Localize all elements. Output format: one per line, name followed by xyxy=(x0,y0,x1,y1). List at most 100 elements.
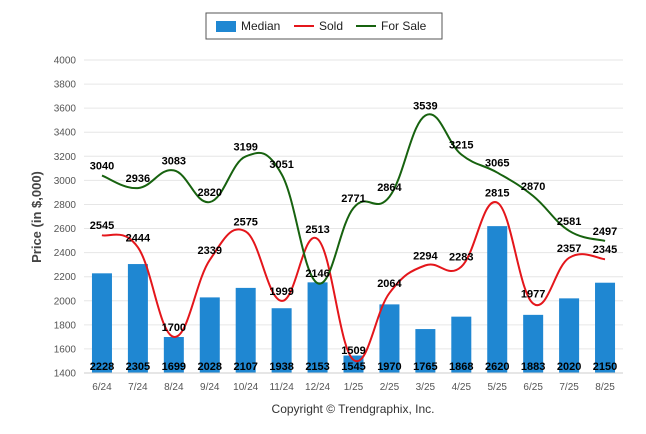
median-value-label: 2020 xyxy=(557,361,581,373)
x-tick-label: 3/25 xyxy=(416,382,436,393)
series-lines xyxy=(101,113,606,363)
for-sale-value-label: 2146 xyxy=(305,268,329,280)
for-sale-value-label: 2581 xyxy=(557,216,581,228)
median-value-label: 1938 xyxy=(269,361,293,373)
median-bar xyxy=(487,226,508,373)
sold-value-label: 2064 xyxy=(377,278,402,290)
sold-value-label: 2815 xyxy=(485,188,509,200)
data-labels: 2228 2305 1699 2028 2107 1938 2153 1545 1970 1765… xyxy=(90,100,618,373)
median-bar xyxy=(127,264,148,373)
for-sale-value-label: 2771 xyxy=(341,193,365,205)
sold-value-label: 2283 xyxy=(449,252,473,264)
sold-line xyxy=(101,201,606,363)
sold-value-label: 2444 xyxy=(126,232,151,244)
legend-sold-label: Sold xyxy=(319,19,343,33)
for-sale-value-label: 3040 xyxy=(90,161,114,173)
y-tick-label: 3800 xyxy=(54,80,77,91)
y-tick-label: 1400 xyxy=(54,369,77,380)
y-tick-label: 1600 xyxy=(54,344,77,355)
x-tick-label: 7/24 xyxy=(128,382,148,393)
y-tick-label: 3600 xyxy=(54,104,77,115)
legend-box xyxy=(205,12,443,40)
sold-value-label: 1700 xyxy=(162,322,186,334)
x-tick-label: 7/25 xyxy=(559,382,579,393)
y-tick-label: 2200 xyxy=(54,272,77,283)
y-tick-label: 1800 xyxy=(54,320,77,331)
y-tick-label: 2000 xyxy=(54,296,77,307)
median-bar xyxy=(199,297,220,373)
for-sale-value-label: 2864 xyxy=(377,182,402,194)
median-bar xyxy=(235,287,256,373)
y-tick-label: 2600 xyxy=(54,224,77,235)
median-value-label: 1883 xyxy=(521,361,545,373)
sold-value-label: 1977 xyxy=(521,289,545,301)
median-value-label: 1545 xyxy=(341,361,365,373)
for-sale-value-label: 3065 xyxy=(485,158,509,170)
y-tick-label: 2400 xyxy=(54,248,77,259)
median-value-label: 2153 xyxy=(305,361,329,373)
y-tick-label: 3000 xyxy=(54,176,77,187)
x-tick-label: 4/25 xyxy=(452,382,472,393)
median-bars xyxy=(91,226,616,373)
median-value-label: 1699 xyxy=(162,361,186,373)
sold-value-label: 2575 xyxy=(233,217,257,229)
median-value-label: 2228 xyxy=(90,361,114,373)
median-bar xyxy=(523,314,544,373)
x-tick-label: 2/25 xyxy=(380,382,400,393)
for-sale-value-label: 2936 xyxy=(126,173,150,185)
y-tick-label: 4000 xyxy=(54,56,77,67)
legend-median-label: Median xyxy=(241,19,280,33)
median-value-label: 1970 xyxy=(377,361,401,373)
x-tick-label: 11/24 xyxy=(269,382,294,393)
y-axis-label: Price (in $,000) xyxy=(29,171,44,263)
legend-median-swatch xyxy=(216,21,236,32)
median-bar xyxy=(91,273,112,373)
x-axis: 6/24 7/24 8/24 9/24 10/24 11/24 12/24 1/25 2/25 3… xyxy=(84,372,623,393)
sold-value-label: 2345 xyxy=(593,244,617,256)
median-value-label: 2620 xyxy=(485,361,509,373)
sold-value-label: 1509 xyxy=(341,345,365,357)
for-sale-value-label: 2870 xyxy=(521,181,545,193)
sold-value-label: 2545 xyxy=(90,220,114,232)
x-tick-label: 5/25 xyxy=(487,382,507,393)
grid-lines xyxy=(84,59,623,374)
sold-value-label: 2339 xyxy=(198,245,222,257)
median-bar xyxy=(451,316,472,373)
sold-value-label: 2294 xyxy=(413,250,438,262)
x-tick-label: 6/24 xyxy=(92,382,112,393)
for-sale-value-label: 2820 xyxy=(198,187,222,199)
legend-forsale-label: For Sale xyxy=(381,19,427,33)
for-sale-value-label: 3199 xyxy=(233,141,257,153)
median-bar xyxy=(307,282,328,373)
median-value-label: 2150 xyxy=(593,361,617,373)
median-bar xyxy=(379,304,400,373)
median-value-label: 2028 xyxy=(198,361,222,373)
median-bar xyxy=(415,329,436,373)
median-value-label: 1868 xyxy=(449,361,473,373)
x-tick-label: 8/25 xyxy=(595,382,615,393)
sold-value-label: 2513 xyxy=(305,224,329,236)
x-tick-label: 6/25 xyxy=(523,382,543,393)
x-tick-label: 10/24 xyxy=(233,382,258,393)
median-bar xyxy=(595,282,616,373)
x-tick-label: 9/24 xyxy=(200,382,220,393)
for-sale-value-label: 3083 xyxy=(162,155,186,167)
y-tick-label: 3200 xyxy=(54,152,77,163)
y-tick-label: 3400 xyxy=(54,128,77,139)
for-sale-value-label: 3051 xyxy=(269,159,293,171)
median-value-label: 1765 xyxy=(413,361,437,373)
x-tick-label: 8/24 xyxy=(164,382,184,393)
x-tick-label: 12/24 xyxy=(305,382,330,393)
y-tick-label: 2800 xyxy=(54,200,77,211)
median-bar xyxy=(559,298,580,373)
median-bar xyxy=(163,337,184,373)
sold-value-label: 2357 xyxy=(557,243,581,255)
sold-value-label: 1999 xyxy=(269,286,293,298)
legend: Median Sold For Sale xyxy=(205,12,443,40)
for-sale-value-label: 3539 xyxy=(413,100,437,112)
for-sale-value-label: 3215 xyxy=(449,140,473,152)
copyright-text: Copyright © Trendgraphix, Inc. xyxy=(272,402,435,416)
median-value-label: 2305 xyxy=(126,361,150,373)
for-sale-line xyxy=(101,113,606,285)
